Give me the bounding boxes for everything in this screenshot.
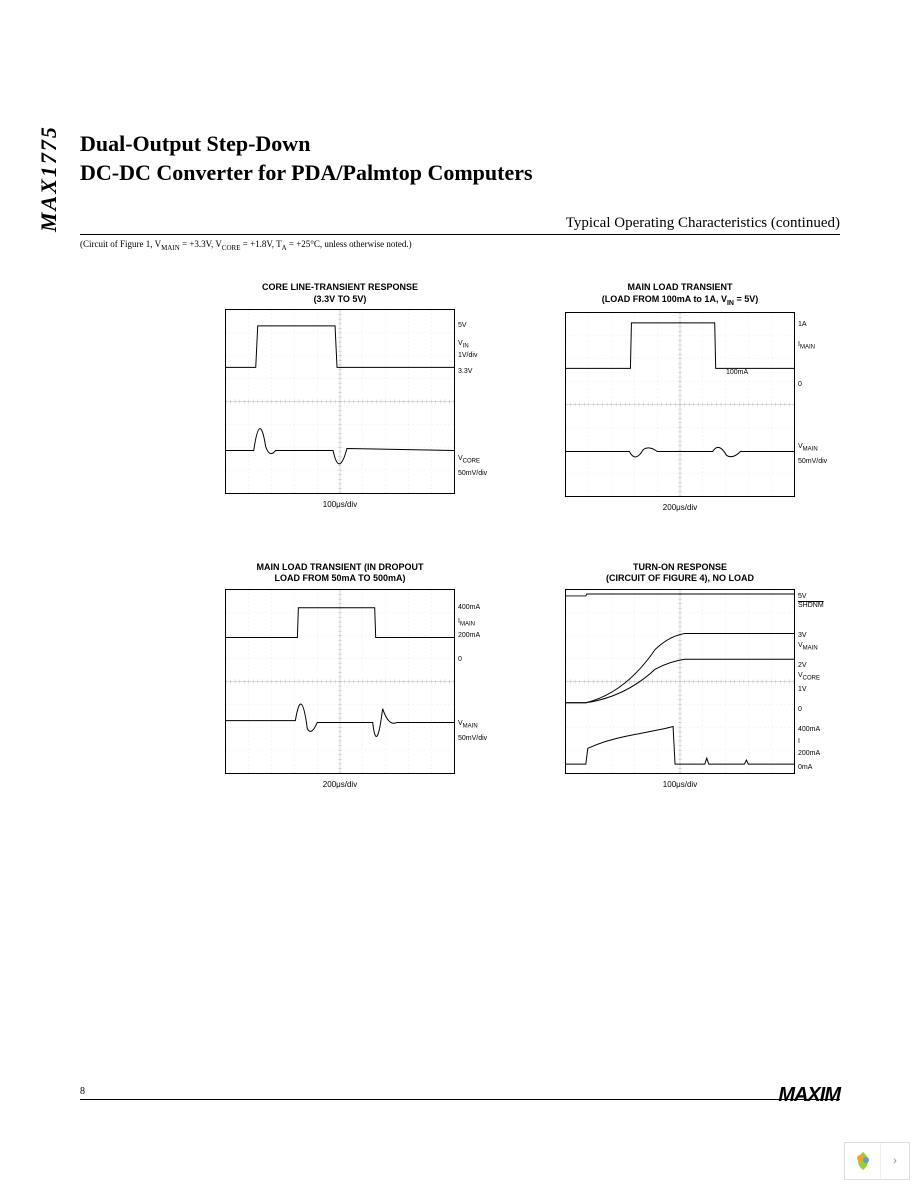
axis-label: 1A — [798, 321, 807, 328]
axis-label: 3.3V — [458, 368, 472, 375]
scope-plot: TURN-ON RESPONSE(CIRCUIT OF FIGURE 4), N… — [540, 562, 820, 789]
scope-grid: CORE LINE-TRANSIENT RESPONSE(3.3V TO 5V)… — [200, 282, 840, 789]
axis-label: 1V — [798, 686, 807, 693]
document-title: Dual-Output Step-Down DC-DC Converter fo… — [80, 130, 840, 187]
axis-label: VMAIN — [458, 720, 478, 729]
scope-title: MAIN LOAD TRANSIENT (IN DROPOUTLOAD FROM… — [200, 562, 480, 585]
axis-label: 100mA — [726, 369, 748, 376]
title-line-1: Dual-Output Step-Down — [80, 131, 310, 156]
axis-label: 0 — [458, 656, 462, 663]
axis-label: 1V/div — [458, 352, 477, 359]
axis-label: 200mA — [798, 750, 820, 757]
axis-label: SHDNM — [798, 602, 824, 609]
axis-label: 0mA — [798, 764, 812, 771]
axis-label: 0 — [798, 706, 802, 713]
nav-app-icon[interactable] — [845, 1143, 881, 1179]
nav-next-button[interactable]: › — [881, 1143, 909, 1179]
axis-label: IMAIN — [798, 341, 815, 350]
title-line-2: DC-DC Converter for PDA/Palmtop Computer… — [80, 160, 533, 185]
axis-label: 50mV/div — [458, 470, 487, 477]
axis-label: VCORE — [458, 455, 480, 464]
axis-label: 5V — [458, 322, 467, 329]
axis-label: 50mV/div — [458, 735, 487, 742]
axis-label: VMAIN — [798, 443, 818, 452]
scope-screen: 400mAIMAIN200mA0VMAIN50mV/div — [225, 589, 455, 774]
axis-label: 50mV/div — [798, 458, 827, 465]
axis-label: 400mA — [458, 604, 480, 611]
x-axis-label: 100μs/div — [200, 500, 480, 509]
section-header: Typical Operating Characteristics (conti… — [220, 215, 840, 235]
x-axis-label: 200μs/div — [200, 780, 480, 789]
test-conditions: (Circuit of Figure 1, VMAIN = +3.3V, VCO… — [80, 239, 840, 252]
scope-title: TURN-ON RESPONSE(CIRCUIT OF FIGURE 4), N… — [540, 562, 820, 585]
page-number: 8 — [80, 1086, 85, 1097]
axis-label: 200mA — [458, 632, 480, 639]
x-axis-label: 100μs/div — [540, 780, 820, 789]
scope-title: MAIN LOAD TRANSIENT(LOAD FROM 100mA to 1… — [540, 282, 820, 308]
part-number-sidebar: MAX1775 — [36, 125, 62, 232]
x-axis-label: 200μs/div — [540, 503, 820, 512]
scope-title: CORE LINE-TRANSIENT RESPONSE(3.3V TO 5V) — [200, 282, 480, 305]
scope-plot: CORE LINE-TRANSIENT RESPONSE(3.3V TO 5V)… — [200, 282, 480, 512]
scope-plot: MAIN LOAD TRANSIENT(LOAD FROM 100mA to 1… — [540, 282, 820, 512]
maxim-logo: MAXIM — [778, 1084, 840, 1107]
axis-label: 0 — [798, 381, 802, 388]
axis-label: VIN — [458, 340, 469, 349]
axis-label: 400mA — [798, 726, 820, 733]
axis-label: IMAIN — [458, 618, 475, 627]
page-footer: 8 MAXIM — [80, 1099, 840, 1100]
page-content: Dual-Output Step-Down DC-DC Converter fo… — [80, 130, 840, 789]
scope-plot: MAIN LOAD TRANSIENT (IN DROPOUTLOAD FROM… — [200, 562, 480, 789]
scope-screen: 1AIMAIN100mA0VMAIN50mV/div — [565, 312, 795, 497]
nav-widget: › — [844, 1142, 910, 1180]
axis-label: 5V — [798, 593, 807, 600]
axis-label: VCORE — [798, 672, 820, 681]
axis-label: 2V — [798, 662, 807, 669]
scope-screen: 5VSHDNM3VVMAIN2VVCORE1V0400mAI200mA0mA — [565, 589, 795, 774]
axis-label: 3V — [798, 632, 807, 639]
axis-label: I — [798, 738, 800, 745]
scope-screen: 5VVIN1V/div3.3VVCORE50mV/div — [225, 309, 455, 494]
axis-label: VMAIN — [798, 642, 818, 651]
